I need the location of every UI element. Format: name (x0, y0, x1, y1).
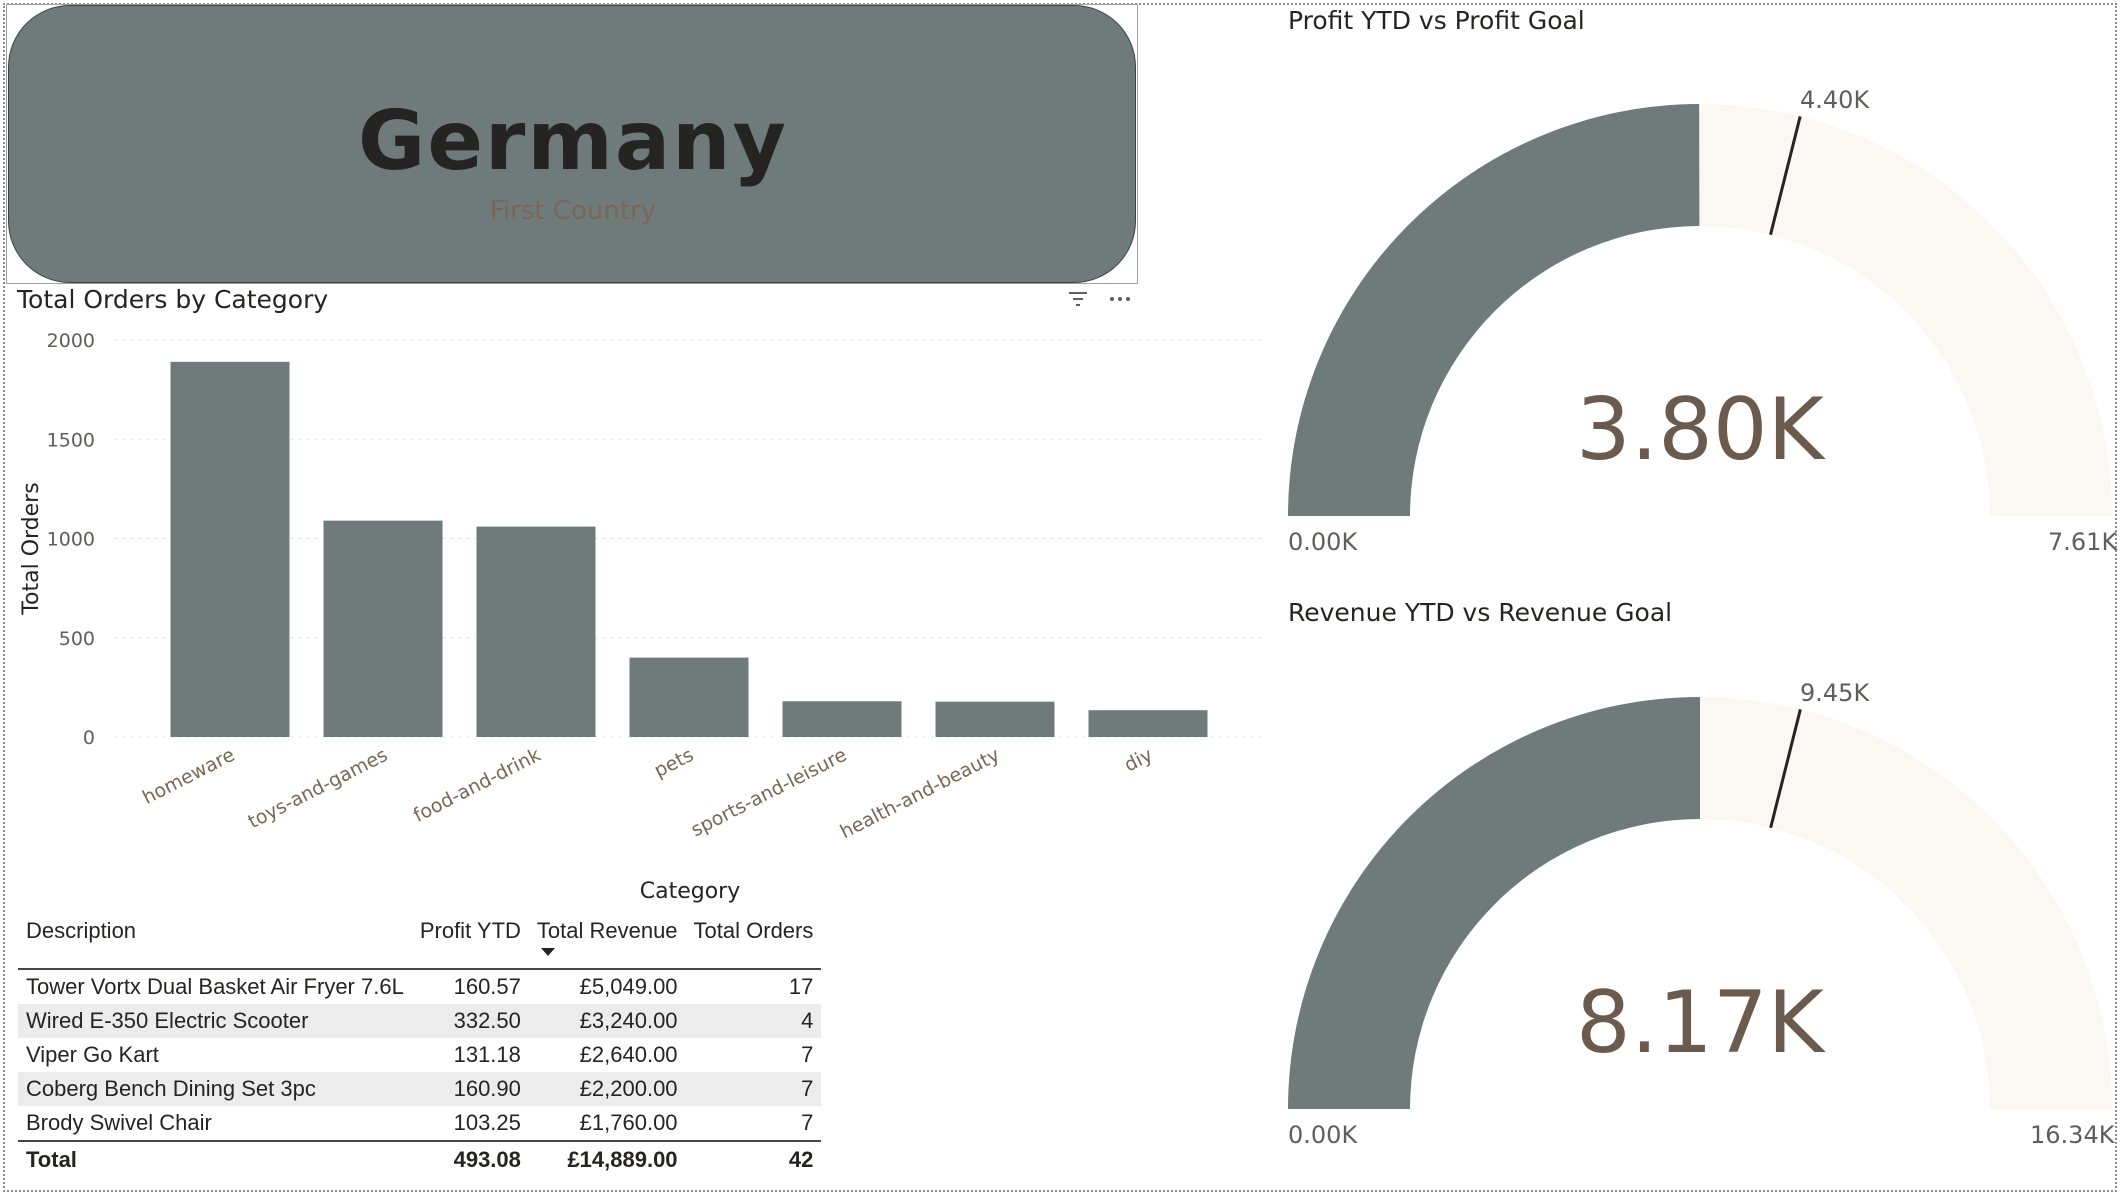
bar-pets[interactable] (629, 657, 749, 737)
cell-total-revenue: £3,240.00 (579, 1008, 678, 1033)
profit-gauge-min: 0.00K (1288, 528, 1358, 556)
orders-bar-chart: 0 500 1000 1500 2000 homeware toys-and-games fo… (19, 330, 1265, 904)
col-header-description[interactable]: Description (26, 918, 137, 943)
cell-total-orders: 7 (801, 1076, 814, 1101)
revenue-gauge (1288, 697, 2112, 1109)
gauge-target-marker (1769, 116, 1802, 236)
cell-total-revenue: £2,200.00 (579, 1076, 678, 1101)
products-table: Description Profit YTD Total Revenue Tot… (18, 910, 822, 1178)
bar-sports-and-leisure[interactable] (782, 701, 902, 737)
profit-gauge-title: Profit YTD vs Profit Goal (1288, 6, 1585, 35)
more-options-icon[interactable] (1108, 288, 1132, 316)
profit-gauge-value: 3.80K (1576, 380, 1824, 480)
table-row[interactable]: Coberg Bench Dining Set 3pc 160.90 £2,200.… (18, 1072, 822, 1106)
x-tick-label: health-and-beauty (837, 744, 1004, 843)
x-tick-label: sports-and-leisure (687, 744, 850, 841)
x-tick-label: toys-and-games (245, 744, 392, 833)
y-axis-label: Total Orders (19, 482, 44, 615)
cell-total-orders: 17 (788, 974, 814, 999)
cell-description: Coberg Bench Dining Set 3pc (26, 1076, 316, 1101)
y-tick-label: 0 (83, 727, 95, 749)
cell-profit-ytd: 160.57 (453, 974, 521, 999)
y-tick-label: 1500 (47, 429, 95, 451)
revenue-gauge-min: 0.00K (1288, 1121, 1358, 1149)
y-tick-label: 1000 (47, 529, 95, 551)
profit-gauge (1288, 104, 2112, 516)
profit-gauge-target-label: 4.40K (1800, 86, 1870, 114)
table-total-row: Total 493.08 £14,889.00 42 (18, 1141, 822, 1178)
cell-profit-ytd: 131.18 (453, 1042, 521, 1067)
cell-total-revenue: £2,640.00 (579, 1042, 678, 1067)
table-row[interactable]: Brody Swivel Chair 103.25 £1,760.00 7 (18, 1106, 821, 1141)
revenue-gauge-title: Revenue YTD vs Revenue Goal (1288, 598, 1673, 627)
country-card-subtitle: First Country (489, 196, 657, 226)
card-selection-border (6, 4, 1138, 284)
profit-gauge-max: 7.61K (2048, 528, 2118, 556)
x-axis-label: Category (640, 879, 741, 904)
cell-description: Wired E-350 Electric Scooter (26, 1008, 309, 1033)
revenue-gauge-target-label: 9.45K (1800, 679, 1870, 707)
col-header-total-orders[interactable]: Total Orders (693, 918, 814, 943)
x-tick-label: homeware (139, 744, 238, 809)
total-revenue: £14,889.00 (567, 1147, 678, 1172)
col-header-total-revenue[interactable]: Total Revenue (529, 910, 686, 969)
gauge-fill (1288, 697, 1700, 1109)
table-row[interactable]: Viper Go Kart 131.18 £2,640.00 7 (18, 1038, 821, 1072)
col-header-total-revenue-label: Total Revenue (536, 918, 678, 943)
gauge-target-marker (1769, 709, 1802, 829)
bar-diy[interactable] (1088, 710, 1208, 737)
country-card[interactable]: Germany First Country (8, 5, 1136, 283)
revenue-gauge-max: 16.34K (2030, 1121, 2115, 1149)
cell-profit-ytd: 332.50 (453, 1008, 521, 1033)
table-header-row: Description Profit YTD Total Revenue Tot… (18, 910, 822, 969)
x-tick-label: food-and-drink (410, 744, 544, 827)
bar-food-and-drink[interactable] (476, 526, 596, 737)
cell-description: Brody Swivel Chair (26, 1110, 212, 1135)
country-card-title: Germany (358, 94, 788, 189)
cell-profit-ytd: 160.90 (453, 1076, 521, 1101)
bar-homeware[interactable] (170, 361, 290, 737)
cell-total-revenue: £5,049.00 (579, 974, 678, 999)
x-tick-label: diy (1121, 744, 1156, 777)
cell-description: Viper Go Kart (26, 1042, 159, 1067)
table-row[interactable]: Wired E-350 Electric Scooter 332.50 £3,240… (18, 1004, 822, 1038)
cell-total-orders: 7 (801, 1042, 814, 1067)
table-row[interactable]: Tower Vortx Dual Basket Air Fryer 7.6L 16… (18, 969, 821, 1004)
total-orders: 42 (788, 1147, 814, 1172)
total-profit-ytd: 493.08 (453, 1147, 521, 1172)
cell-total-orders: 7 (801, 1110, 814, 1135)
y-tick-label: 500 (59, 628, 95, 650)
cell-profit-ytd: 103.25 (453, 1110, 521, 1135)
gauge-fill (1288, 104, 1700, 516)
revenue-gauge-value: 8.17K (1576, 973, 1824, 1073)
filter-icon[interactable] (1066, 288, 1090, 316)
bar-chart-title: Total Orders by Category (17, 285, 329, 314)
cell-total-orders: 4 (801, 1008, 814, 1033)
cell-total-revenue: £1,760.00 (579, 1110, 678, 1135)
y-tick-label: 2000 (47, 330, 95, 352)
bar-toys-and-games[interactable] (323, 520, 443, 737)
col-header-profit-ytd[interactable]: Profit YTD (419, 918, 521, 943)
bar-health-and-beauty[interactable] (935, 701, 1055, 737)
total-label: Total (26, 1147, 77, 1172)
sort-descending-icon (540, 948, 555, 956)
x-tick-label: pets (651, 744, 698, 782)
cell-description: Tower Vortx Dual Basket Air Fryer 7.6L (26, 974, 404, 999)
